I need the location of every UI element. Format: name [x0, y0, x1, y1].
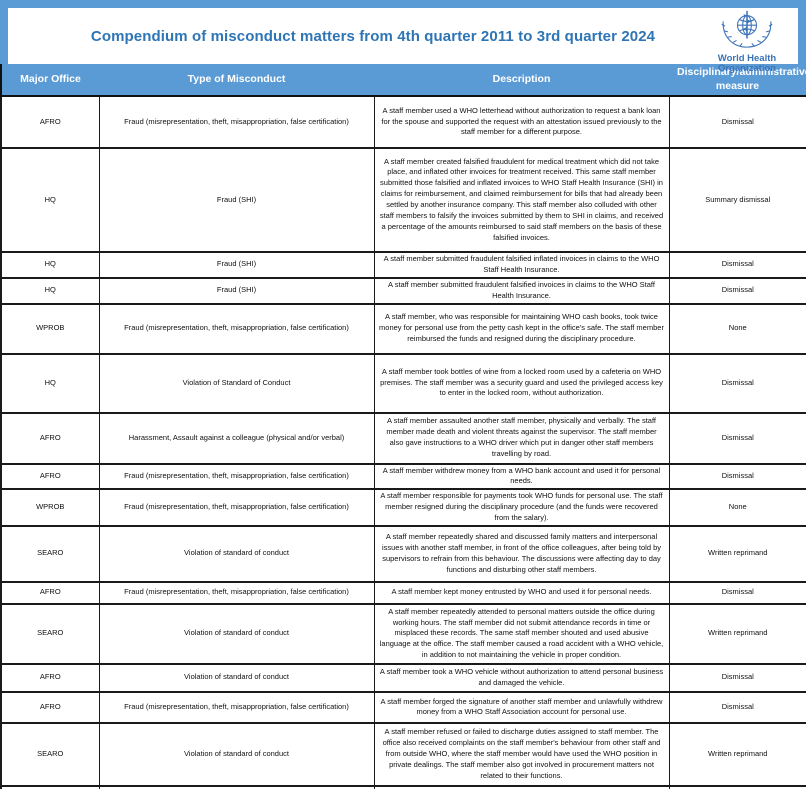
- table-row: SEARO Violation of standard of conduct A…: [0, 721, 806, 787]
- table-row: WPROB Fraud (misrepresentation, theft, m…: [0, 302, 806, 355]
- cell-misconduct-type: Fraud (misrepresentation, theft, misappr…: [98, 580, 375, 605]
- cell-measure: Dismissal: [668, 276, 806, 305]
- cell-measure: Dismissal: [668, 352, 806, 414]
- cell-major-office: AFRO: [0, 662, 100, 693]
- cell-major-office: HQ: [0, 352, 100, 414]
- table-row: AFRO Fraud (misrepresentation, theft, mi…: [0, 580, 806, 605]
- cell-measure: Summary dismissal: [668, 147, 806, 253]
- cell-major-office: AFRO: [0, 462, 100, 491]
- cell-misconduct-type: Violation of Standard of Conduct: [98, 352, 375, 414]
- cell-description: A staff member, who was responsible for …: [373, 302, 670, 355]
- cell-description: A staff member submitted fraudulent fals…: [373, 276, 670, 305]
- cell-misconduct-type: Violation of standard of conduct: [98, 662, 375, 693]
- table-header: Major Office Type of Misconduct Descript…: [1, 64, 806, 97]
- title-box: Compendium of misconduct matters from 4t…: [8, 8, 798, 73]
- cell-misconduct-type: Fraud (misrepresentation, theft, misappr…: [98, 302, 375, 355]
- cell-misconduct-type: Harassment, Assault against a colleague …: [98, 411, 375, 465]
- cell-misconduct-type: Violation of standard of conduct: [98, 602, 375, 665]
- logo-text-line1: World Health: [717, 52, 777, 64]
- table-row: HQ Fraud (SHI) A staff member submitted …: [0, 276, 806, 305]
- cell-measure: Dismissal: [668, 462, 806, 491]
- cell-description: A staff member created falsified fraudul…: [373, 147, 670, 253]
- cell-description: A staff member assaulted another staff m…: [373, 411, 670, 465]
- table-row: AFRO Fraud (misrepresentation, theft, mi…: [0, 95, 806, 149]
- cell-major-office: SEARO: [0, 721, 100, 787]
- cell-major-office: AFRO: [0, 411, 100, 465]
- cell-description: A staff member took bottles of wine from…: [373, 352, 670, 414]
- cell-major-office: SEARO: [0, 602, 100, 665]
- table-row: HQ Fraud (SHI) A staff member submitted …: [0, 251, 806, 279]
- partial-row: [0, 785, 806, 789]
- cell-measure: Written reprimand: [668, 721, 806, 787]
- cell-misconduct-type: Fraud (SHI): [98, 251, 375, 279]
- cell-misconduct-type: Fraud (misrepresentation, theft, misappr…: [98, 488, 375, 527]
- cell-misconduct-type: Violation of standard of conduct: [98, 721, 375, 787]
- cell-measure: Dismissal: [668, 580, 806, 605]
- cell-description: A staff member repeatedly shared and dis…: [373, 524, 670, 583]
- logo-text-line2: Organization: [717, 62, 777, 74]
- cell-major-office: AFRO: [0, 580, 100, 605]
- cell-measure: None: [668, 488, 806, 527]
- table-row: AFRO Harassment, Assault against a colle…: [0, 411, 806, 465]
- cell-major-office: WPROB: [0, 488, 100, 527]
- misconduct-table: Major Office Type of Misconduct Descript…: [0, 64, 806, 789]
- cell-description: A staff member submitted fraudulent fals…: [373, 251, 670, 279]
- cell-misconduct-type: Fraud (misrepresentation, theft, misappr…: [98, 462, 375, 491]
- cell-measure: None: [668, 302, 806, 355]
- cell-major-office: SEARO: [0, 524, 100, 583]
- cell-misconduct-type: Fraud (SHI): [98, 147, 375, 253]
- cell-misconduct-type: Fraud (SHI): [98, 276, 375, 305]
- cell-measure: Dismissal: [668, 95, 806, 149]
- cell-description: A staff member took a WHO vehicle withou…: [373, 662, 670, 693]
- table-row: WPROB Fraud (misrepresentation, theft, m…: [0, 488, 806, 527]
- cell-misconduct-type: Fraud (misrepresentation, theft, misappr…: [98, 95, 375, 149]
- cell-description: A staff member refused or failed to disc…: [373, 721, 670, 787]
- table-row: SEARO Violation of standard of conduct A…: [0, 524, 806, 583]
- table-row: AFRO Violation of standard of conduct A …: [0, 662, 806, 693]
- table-row: HQ Fraud (SHI) A staff member created fa…: [0, 147, 806, 253]
- cell-measure: Dismissal: [668, 662, 806, 693]
- cell-major-office: HQ: [0, 147, 100, 253]
- table-row: AFRO Fraud (misrepresentation, theft, mi…: [0, 462, 806, 491]
- cell-misconduct-type: Fraud (misrepresentation, theft, misappr…: [98, 690, 375, 724]
- cell-description: A staff member used a WHO letterhead wit…: [373, 95, 670, 149]
- title-band: Compendium of misconduct matters from 4t…: [0, 0, 806, 73]
- cell-major-office: AFRO: [0, 690, 100, 724]
- cell-misconduct-type: Violation of standard of conduct: [98, 524, 375, 583]
- cell-major-office: HQ: [0, 251, 100, 279]
- header-type-of-misconduct: Type of Misconduct: [99, 64, 374, 97]
- header-major-office: Major Office: [1, 64, 99, 97]
- table-row: SEARO Violation of standard of conduct A…: [0, 602, 806, 665]
- table-partial-row: [0, 785, 806, 789]
- cell-measure: Dismissal: [668, 411, 806, 465]
- cell-description: A staff member repeatedly attended to pe…: [373, 602, 670, 665]
- cell-measure: Written reprimand: [668, 524, 806, 583]
- header-row: Major Office Type of Misconduct Descript…: [1, 64, 806, 97]
- table-row: HQ Violation of Standard of Conduct A st…: [0, 352, 806, 414]
- who-logo: World Health Organization: [704, 9, 790, 74]
- cell-measure: Dismissal: [668, 690, 806, 724]
- header-description: Description: [374, 64, 669, 97]
- table-body: AFRO Fraud (misrepresentation, theft, mi…: [0, 95, 806, 787]
- who-emblem-icon: [721, 10, 773, 48]
- cell-description: A staff member responsible for payments …: [373, 488, 670, 527]
- cell-description: A staff member forged the signature of a…: [373, 690, 670, 724]
- page-title: Compendium of misconduct matters from 4t…: [90, 27, 656, 45]
- cell-major-office: AFRO: [0, 95, 100, 149]
- cell-description: A staff member kept money entrusted by W…: [373, 580, 670, 605]
- table-row: AFRO Fraud (misrepresentation, theft, mi…: [0, 690, 806, 724]
- cell-major-office: WPROB: [0, 302, 100, 355]
- header-disciplinary-measure: Disciplinary/administrative measure: [669, 64, 806, 97]
- cell-measure: Dismissal: [668, 251, 806, 279]
- cell-measure: Written reprimand: [668, 602, 806, 665]
- cell-description: A staff member withdrew money from a WHO…: [373, 462, 670, 491]
- cell-major-office: HQ: [0, 276, 100, 305]
